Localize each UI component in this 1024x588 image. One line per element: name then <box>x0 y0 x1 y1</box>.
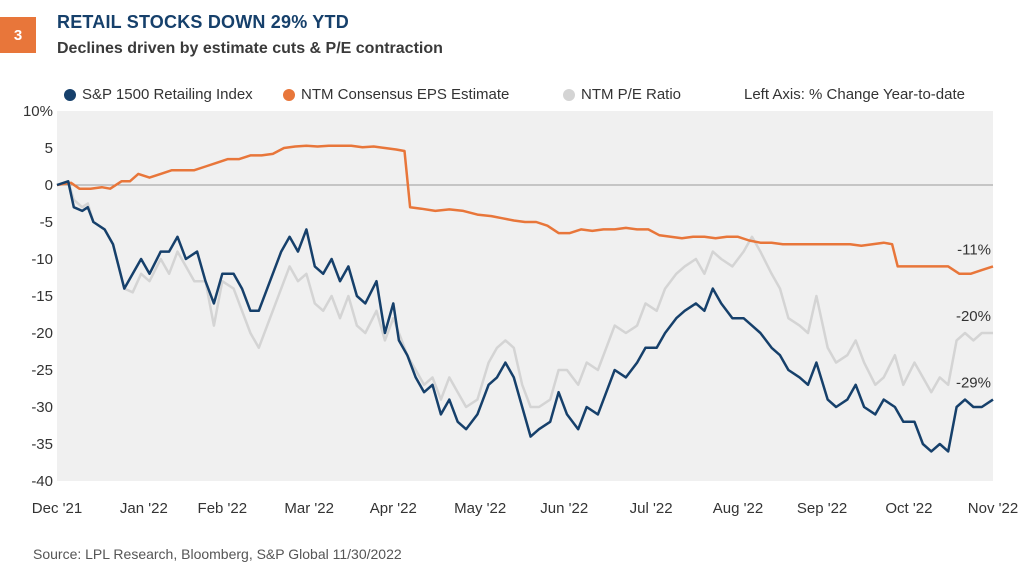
chart-subtitle: Declines driven by estimate cuts & P/E c… <box>57 40 443 57</box>
y-tick-label: -30 <box>31 399 53 416</box>
legend-item-eps-estimate: NTM Consensus EPS Estimate <box>283 86 509 103</box>
plot-area <box>57 111 993 481</box>
y-tick-label: -10 <box>31 251 53 268</box>
x-tick-label: Apr '22 <box>370 500 417 517</box>
x-tick-label: Oct '22 <box>885 500 932 517</box>
y-tick-label: -35 <box>31 436 53 453</box>
y-tick-label: -25 <box>31 362 53 379</box>
legend-swatch-eps-estimate <box>283 88 295 101</box>
x-tick-label: Mar '22 <box>284 500 334 517</box>
x-tick-label: Jun '22 <box>540 500 588 517</box>
y-tick-label: -5 <box>40 214 53 231</box>
series-line-ntm-p-e-ratio <box>56 180 993 409</box>
series-line-ntm-consensus-eps-estimate <box>56 144 994 276</box>
x-tick-label: Sep '22 <box>797 500 847 517</box>
end-label-ntm-p-e-ratio: -20% <box>956 308 991 325</box>
series-line-s-p-1500-retailing-index <box>56 180 994 453</box>
legend-label-pe-ratio: NTM P/E Ratio <box>581 86 682 103</box>
legend-item-pe-ratio: NTM P/E Ratio <box>563 86 681 103</box>
legend-swatch-retailing-index <box>64 88 76 101</box>
chart-number-badge: 3 <box>0 17 36 53</box>
x-tick-label: Feb '22 <box>198 500 248 517</box>
chart-title: RETAIL STOCKS DOWN 29% YTD <box>57 12 349 32</box>
y-tick-label: 10% <box>23 103 53 120</box>
x-tick-label: Dec '21 <box>32 500 82 517</box>
end-label-ntm-consensus-eps-estimate: -11% <box>957 241 991 258</box>
y-tick-label: 0 <box>45 177 53 194</box>
x-tick-label: Nov '22 <box>968 500 1018 517</box>
legend-swatch-pe-ratio <box>563 88 575 101</box>
x-tick-label: Jan '22 <box>120 500 168 517</box>
y-tick-label: 5 <box>45 140 53 157</box>
legend-label-eps-estimate: NTM Consensus EPS Estimate <box>301 86 510 103</box>
y-tick-label: -15 <box>31 288 53 305</box>
axis-note: Left Axis: % Change Year-to-date <box>744 86 965 103</box>
end-label-s-p-1500-retailing-index: -29% <box>956 375 991 392</box>
source-note: Source: LPL Research, Bloomberg, S&P Glo… <box>33 546 402 562</box>
legend-label-retailing-index: S&P 1500 Retailing Index <box>82 86 253 103</box>
legend: S&P 1500 Retailing Index NTM Consensus E… <box>0 86 1024 108</box>
legend-item-retailing-index: S&P 1500 Retailing Index <box>64 86 253 103</box>
y-tick-label: -20 <box>31 325 53 342</box>
x-tick-label: May '22 <box>454 500 506 517</box>
x-tick-label: Aug '22 <box>713 500 763 517</box>
x-tick-label: Jul '22 <box>630 500 673 517</box>
y-tick-label: -40 <box>31 473 53 490</box>
